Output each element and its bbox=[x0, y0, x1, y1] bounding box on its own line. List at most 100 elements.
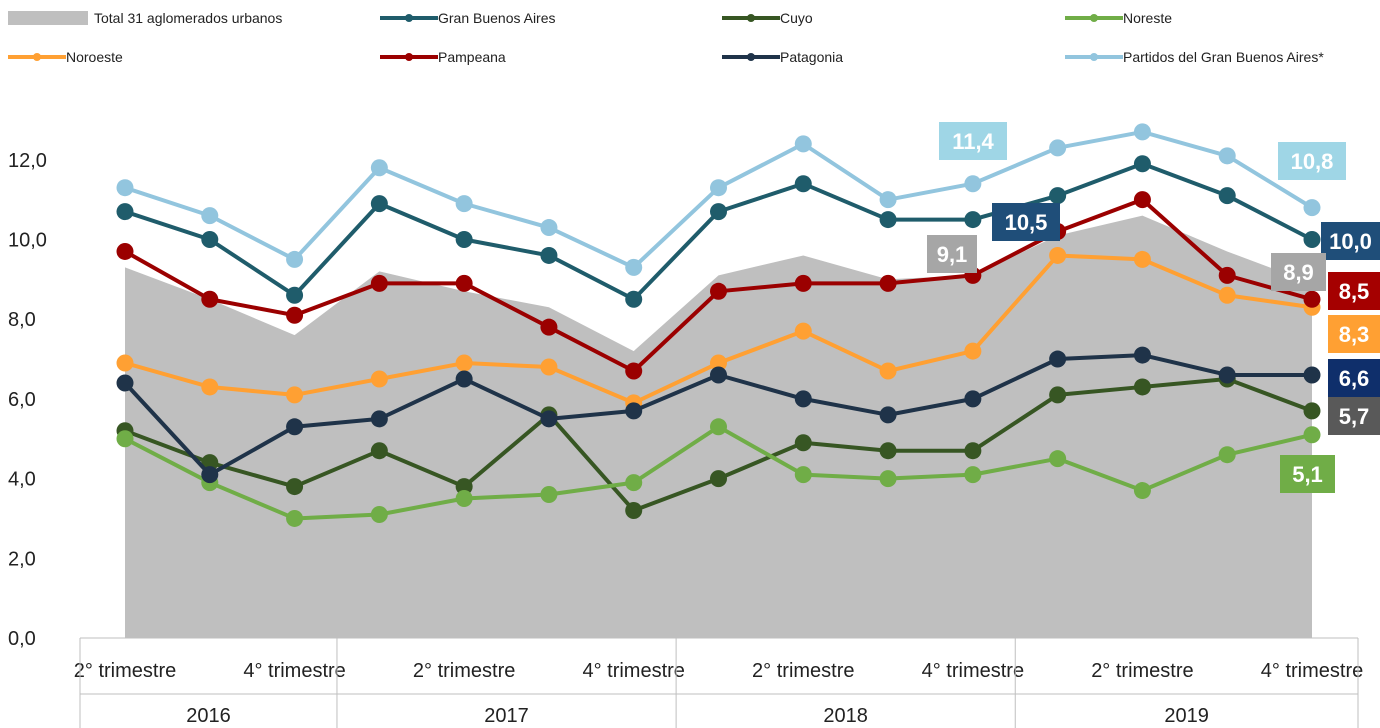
data-point bbox=[794, 322, 812, 340]
y-tick-label: 0,0 bbox=[8, 628, 36, 650]
data-point bbox=[625, 402, 643, 420]
series-partidos-del-gran-buenos-aires bbox=[116, 123, 1321, 276]
data-label-text: 8,9 bbox=[1283, 260, 1314, 285]
data-point bbox=[201, 231, 219, 248]
data-label-box bbox=[1280, 455, 1335, 493]
data-point bbox=[794, 466, 812, 484]
data-point bbox=[1049, 350, 1067, 368]
legend-marker bbox=[747, 14, 755, 22]
data-point bbox=[1133, 378, 1151, 396]
data-point bbox=[455, 370, 473, 388]
legend-label: Cuyo bbox=[780, 10, 813, 26]
series-noreste bbox=[116, 418, 1321, 527]
data-point bbox=[710, 282, 727, 300]
data-label-text: 11,4 bbox=[952, 129, 994, 154]
y-tick-label: 12,0 bbox=[8, 150, 47, 172]
year-label: 2019 bbox=[1164, 705, 1209, 727]
data-label: 8,3 bbox=[1328, 315, 1380, 353]
data-point bbox=[710, 203, 727, 221]
data-point bbox=[879, 274, 897, 292]
data-label-box bbox=[1328, 397, 1380, 435]
data-point bbox=[201, 207, 219, 225]
data-point bbox=[116, 374, 134, 392]
legend-marker bbox=[1090, 53, 1098, 61]
data-label-box bbox=[992, 203, 1060, 241]
x-tick-label: 2° trimestre bbox=[74, 660, 176, 682]
data-point bbox=[1133, 250, 1151, 268]
data-label-box bbox=[1328, 315, 1380, 353]
data-label-box bbox=[1328, 272, 1380, 310]
year-label: 2018 bbox=[823, 705, 868, 727]
data-label-text: 8,5 bbox=[1339, 279, 1370, 304]
data-point bbox=[455, 354, 473, 372]
legend-label: Total 31 aglomerados urbanos bbox=[94, 10, 282, 26]
data-label: 5,1 bbox=[1280, 455, 1335, 493]
data-label-text: 9,1 bbox=[937, 242, 968, 267]
y-tick-label: 6,0 bbox=[8, 389, 36, 411]
legend-item-cuyo: Cuyo bbox=[722, 10, 813, 26]
data-label: 10,8 bbox=[1278, 142, 1346, 180]
x-tick-label: 2° trimestre bbox=[1091, 660, 1193, 682]
axis-layer: 0,0 2,0 4,0 6,0 8,0 10,0 12,0 2° trimestre 4° tr… bbox=[8, 150, 1363, 728]
legend-marker bbox=[1090, 14, 1098, 22]
data-point bbox=[964, 342, 982, 360]
legend-item-partidos-del-gran-buenos-aires: Partidos del Gran Buenos Aires* bbox=[1065, 49, 1324, 65]
data-label-text: 5,7 bbox=[1339, 404, 1370, 429]
y-tick-label: 8,0 bbox=[8, 309, 36, 331]
data-point bbox=[540, 318, 558, 336]
data-point bbox=[455, 490, 473, 508]
y-tick-label: 2,0 bbox=[8, 548, 36, 570]
data-point bbox=[625, 501, 643, 519]
data-point bbox=[794, 274, 812, 292]
data-point bbox=[625, 362, 643, 380]
data-point bbox=[1303, 199, 1321, 217]
y-tick-label: 10,0 bbox=[8, 230, 47, 252]
data-point bbox=[879, 191, 897, 209]
data-point bbox=[1049, 139, 1067, 157]
data-point bbox=[286, 386, 304, 404]
data-point bbox=[540, 358, 558, 376]
data-point bbox=[1133, 191, 1151, 209]
data-point bbox=[879, 406, 897, 424]
data-point bbox=[1218, 266, 1236, 284]
data-point bbox=[1133, 346, 1151, 364]
data-label-text: 10,8 bbox=[1291, 149, 1334, 174]
data-label-text: 10,5 bbox=[1005, 210, 1048, 235]
data-point bbox=[540, 246, 558, 264]
legend-label: Pampeana bbox=[438, 49, 506, 65]
legend-label: Gran Buenos Aires bbox=[438, 10, 556, 26]
data-label-box bbox=[939, 122, 1007, 160]
data-point bbox=[370, 195, 388, 213]
x-tick-label: 2° trimestre bbox=[413, 660, 515, 682]
data-point bbox=[1303, 231, 1321, 248]
legend-marker bbox=[747, 53, 755, 61]
data-point bbox=[710, 354, 727, 372]
data-point bbox=[455, 195, 473, 213]
data-point bbox=[201, 290, 219, 308]
data-label: 5,7 bbox=[1328, 397, 1380, 435]
data-point bbox=[286, 478, 304, 496]
data-point bbox=[710, 179, 727, 197]
data-point bbox=[625, 258, 643, 276]
legend-item-gran-buenos-aires: Gran Buenos Aires bbox=[380, 10, 556, 26]
data-point bbox=[370, 505, 388, 523]
legend-label: Noroeste bbox=[66, 49, 123, 65]
data-point bbox=[1133, 155, 1151, 173]
data-point bbox=[370, 442, 388, 460]
data-label-box bbox=[1321, 222, 1380, 260]
x-tick-label: 4° trimestre bbox=[582, 660, 684, 682]
data-point bbox=[1133, 123, 1151, 141]
data-point bbox=[710, 418, 727, 436]
data-point bbox=[1049, 450, 1067, 468]
x-tick-label: 4° trimestre bbox=[243, 660, 345, 682]
data-point bbox=[625, 290, 643, 308]
series-gran-buenos-aires bbox=[116, 155, 1321, 308]
data-point bbox=[455, 274, 473, 292]
data-label-box bbox=[1271, 253, 1326, 291]
data-label-box bbox=[1278, 142, 1346, 180]
data-point bbox=[879, 470, 897, 488]
data-label: 6,6 bbox=[1328, 359, 1380, 397]
data-point bbox=[370, 274, 388, 292]
data-point bbox=[625, 474, 643, 492]
